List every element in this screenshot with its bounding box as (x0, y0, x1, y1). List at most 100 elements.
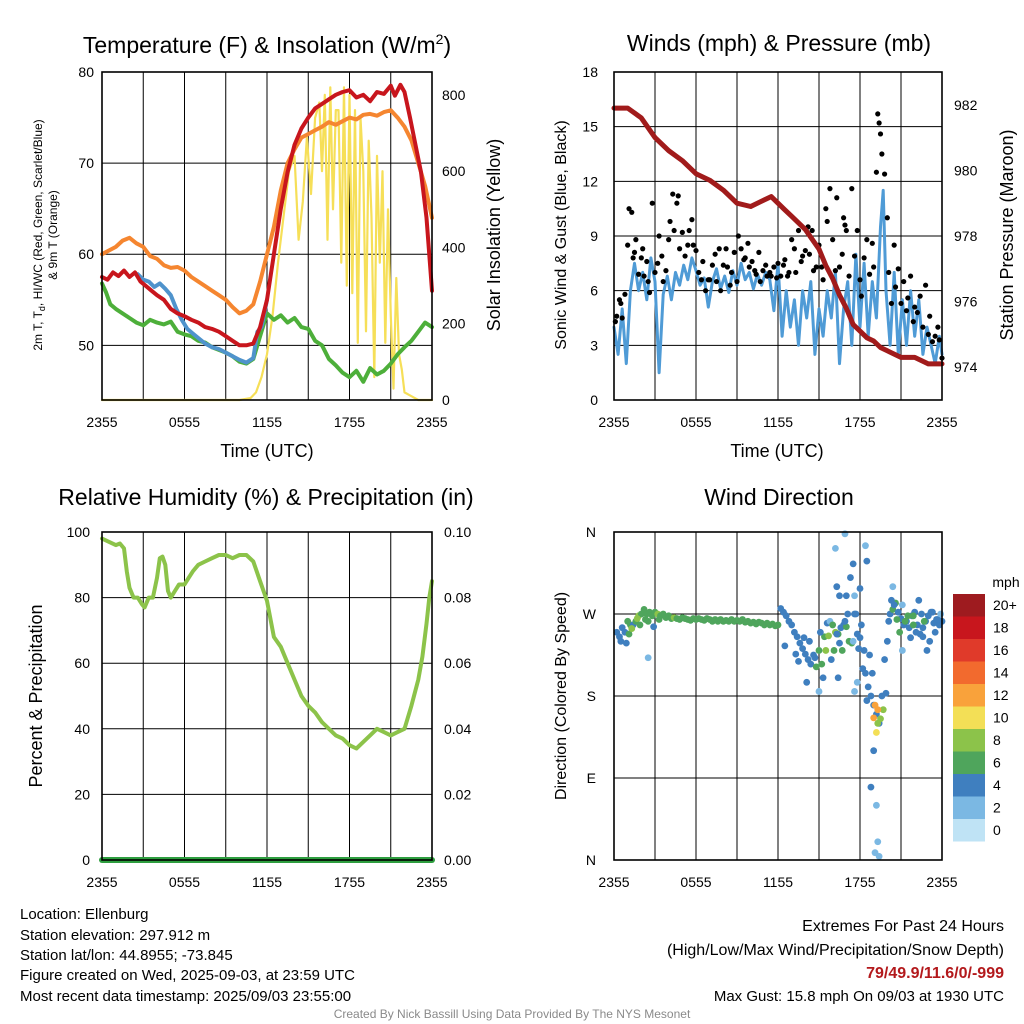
direction-point (879, 706, 887, 714)
gust-point (869, 240, 875, 246)
y-left-tick-label: N (586, 524, 596, 540)
y-right-tick-label: 200 (442, 316, 466, 332)
direction-point (866, 651, 873, 659)
gust-point (685, 242, 691, 248)
y-left-tick-label: 70 (78, 155, 94, 171)
gust-point (791, 246, 798, 252)
gust-point (879, 151, 885, 157)
location-text: Location: Ellenburg (20, 906, 149, 923)
direction-point (793, 633, 801, 641)
direction-point (836, 639, 843, 647)
direction-point (617, 637, 625, 645)
gust-point (864, 237, 870, 243)
direction-point (881, 656, 888, 663)
y-left-tick-label: 0 (82, 852, 90, 868)
gust-point (917, 293, 923, 299)
gust-point (709, 262, 716, 268)
x-tick-label: 1755 (844, 874, 875, 890)
x-tick-label: 1755 (844, 414, 875, 430)
colorbar-swatch (953, 751, 985, 774)
wind-ylabel-right: Station Pressure (Maroon) (997, 129, 1017, 340)
y-left-tick-label: 80 (74, 590, 90, 606)
direction-point (907, 634, 914, 642)
gust-point (631, 249, 638, 255)
plot-border (101, 71, 433, 401)
y-right-tick-label: 0.10 (444, 524, 471, 540)
gust-point (625, 242, 631, 248)
gust-point (618, 300, 624, 307)
y-right-tick-label: 982 (954, 97, 978, 113)
direction-point (934, 616, 942, 623)
gust-point (834, 195, 840, 201)
gust-point (734, 278, 740, 285)
gust-point (636, 271, 642, 277)
gust-point (713, 278, 720, 285)
gust-point (774, 275, 780, 281)
gust-point (873, 169, 880, 175)
gust-point (771, 264, 777, 270)
direction-point (800, 634, 808, 642)
direction-point (811, 654, 819, 662)
direction-point (836, 592, 843, 600)
direction-point (890, 601, 898, 609)
gust-point (757, 278, 763, 285)
direction-point (919, 633, 927, 641)
direction-point (870, 747, 878, 755)
direction-point (862, 542, 869, 550)
gust-point (824, 218, 830, 225)
gust-point (656, 233, 662, 239)
gust-point (666, 237, 672, 243)
direction-point (792, 650, 800, 658)
y-right-tick-label: 600 (442, 163, 466, 179)
y-left-tick-label: E (587, 770, 596, 786)
gust-point (891, 242, 897, 248)
x-tick-label: 2355 (416, 414, 447, 430)
x-tick-label: 2355 (598, 874, 629, 890)
direction-point (847, 574, 854, 581)
x-tick-label: 1155 (252, 874, 282, 890)
direction-point (807, 660, 815, 668)
direction-point (799, 645, 806, 653)
gust-point (925, 331, 931, 337)
gust-point (753, 271, 759, 277)
wind-ylabel-left: Sonic Wind & Gust (Blue, Black) (553, 120, 570, 349)
gust-point (876, 120, 882, 126)
gust-point (746, 264, 752, 270)
gust-point (674, 200, 680, 206)
colorbar-swatch (953, 661, 985, 684)
direction-point (926, 637, 934, 645)
gust-point (764, 273, 770, 279)
direction-point (874, 838, 882, 846)
temp-ylabel-right: Solar Insolation (Yellow) (484, 139, 504, 331)
y-right-tick-label: 974 (954, 359, 978, 375)
gust-point (861, 255, 867, 261)
gust-point (841, 215, 847, 221)
gust-point (735, 233, 741, 239)
gust-point (886, 269, 892, 276)
y-left-tick-label: 6 (590, 283, 598, 299)
temp-ylabel-left: 2m T, Td, HI/WC (Red, Green, Scarlet/Blu… (31, 119, 47, 350)
direction-point (842, 623, 850, 631)
direction-point (874, 706, 882, 714)
gust-point (633, 237, 639, 243)
direction-point (796, 639, 804, 647)
rh-title: Relative Humidity (%) & Precipitation (i… (58, 484, 473, 510)
gust-point (763, 262, 769, 268)
gust-point (646, 289, 653, 296)
direction-point (904, 612, 912, 620)
gust-point (858, 293, 864, 299)
direction-point (803, 678, 811, 686)
direction-point (870, 714, 878, 722)
direction-point (853, 678, 861, 686)
colorbar-label: 18 (993, 620, 1009, 636)
gust-point (670, 191, 676, 197)
direction-point (822, 647, 830, 654)
colorbar-label: 6 (993, 755, 1001, 771)
humidity-line (100, 536, 434, 751)
direction-point (782, 612, 790, 620)
direction-point (929, 608, 936, 616)
direction-point (806, 637, 813, 645)
colorbar-label: 10 (993, 710, 1009, 726)
y-right-tick-label: 400 (442, 239, 466, 255)
direction-point (867, 692, 875, 700)
